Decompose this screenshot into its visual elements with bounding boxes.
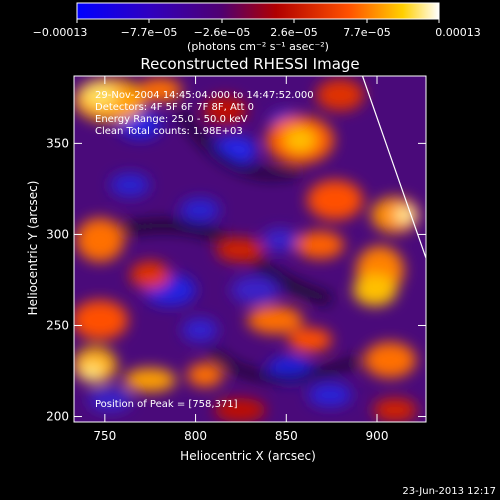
x-tick-label-0: 750 [93, 429, 116, 443]
heatmap-image [74, 76, 426, 422]
annotation-energy-range: Energy Range: 25.0 - 50.0 keV [95, 114, 248, 125]
footer-timestamp: 23-Jun-2013 12:17 [402, 486, 496, 497]
colorbar-tick-label-3: 2.6e−05 [270, 26, 317, 39]
annotation-time-range: 29-Nov-2004 14:45:04.000 to 14:47:52.000 [95, 90, 314, 101]
y-axis-ticks: 200 250 300 350 [46, 136, 426, 424]
y-tick-label-3: 350 [46, 136, 69, 150]
colorbar-tick-label-0: −0.00013 [33, 26, 88, 39]
colorbar-tick-label-2: −2.6e−05 [194, 26, 251, 39]
colorbar-tick-label-1: −7.7e−05 [121, 26, 178, 39]
y-tick-label-0: 200 [46, 410, 69, 424]
y-tick-label-1: 250 [46, 318, 69, 332]
annotation-detectors: Detectors: 4F 5F 6F 7F 8F, Att 0 [95, 102, 254, 113]
x-tick-label-2: 850 [275, 429, 298, 443]
x-tick-label-1: 800 [184, 429, 207, 443]
colorbar [76, 2, 440, 20]
colorbar-ticks [76, 19, 440, 23]
colorbar-tick-label-4: 7.7e−05 [343, 26, 390, 39]
plot-frame [73, 75, 427, 423]
y-tick-label-2: 300 [46, 227, 69, 241]
x-tick-label-3: 900 [366, 429, 389, 443]
annotation-method: Clean Total counts: 1.98E+03 [95, 126, 243, 137]
solar-limb-line [361, 75, 427, 259]
chart-title: Reconstructed RHESSI Image [140, 55, 359, 73]
y-axis-label: Heliocentric Y (arcsec) [26, 181, 40, 316]
x-axis-label: Heliocentric X (arcsec) [180, 449, 316, 463]
annotation-peak-position: Position of Peak = [758,371] [95, 399, 238, 410]
colorbar-tick-label-5: 0.00013 [435, 26, 481, 39]
x-axis-ticks: 750 800 850 900 [93, 76, 388, 443]
colorbar-unit-label: (photons cm⁻² s⁻¹ asec⁻²) [187, 40, 329, 53]
